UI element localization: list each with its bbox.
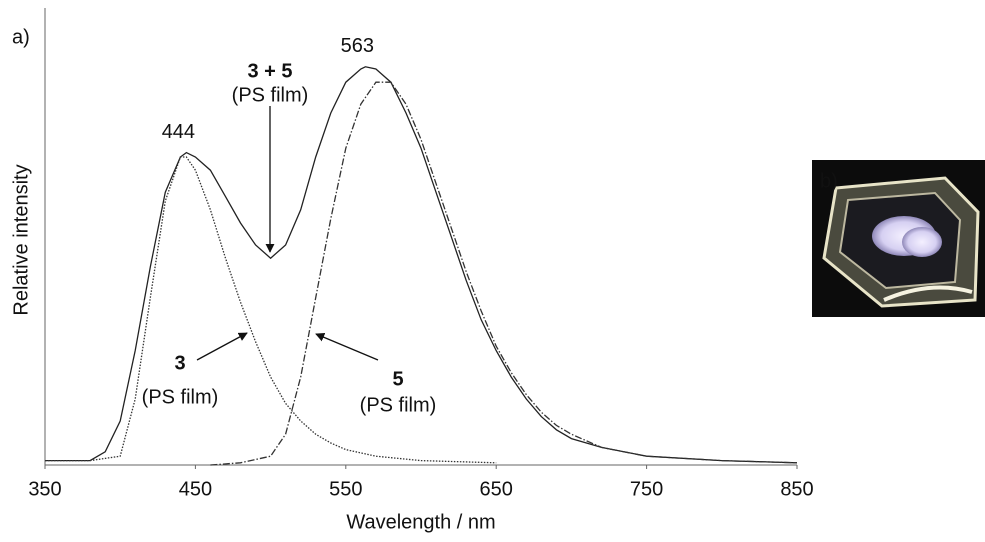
annotation-label: 3 + 5: [247, 60, 292, 82]
annotation-label: 5: [392, 368, 403, 390]
x-tick-label: 350: [28, 478, 61, 500]
annotation-arrow: [196, 332, 248, 361]
photo: [812, 160, 985, 317]
annotation-arrow: [315, 332, 379, 361]
line-series: [210, 81, 798, 466]
y-axis-label: Relative intensity: [10, 164, 32, 315]
x-axis-label: Wavelength / nm: [346, 511, 495, 533]
x-tick-label: 850: [780, 478, 813, 500]
x-tick-label: 750: [630, 478, 663, 500]
peak-label: 563: [341, 35, 374, 57]
annotation-sub: (PS film): [142, 386, 219, 408]
panel-label: b): [820, 170, 838, 192]
x-tick-label: 650: [480, 478, 513, 500]
panel-label: a): [12, 26, 30, 48]
line-series: [45, 66, 798, 464]
annotation-sub: (PS film): [232, 84, 309, 106]
x-tick-label: 550: [329, 478, 362, 500]
annotation-label: 3: [174, 352, 185, 374]
line-series: [45, 156, 497, 464]
peak-label: 444: [162, 121, 195, 143]
x-tick-label: 450: [179, 478, 212, 500]
annotation-sub: (PS film): [360, 394, 437, 416]
